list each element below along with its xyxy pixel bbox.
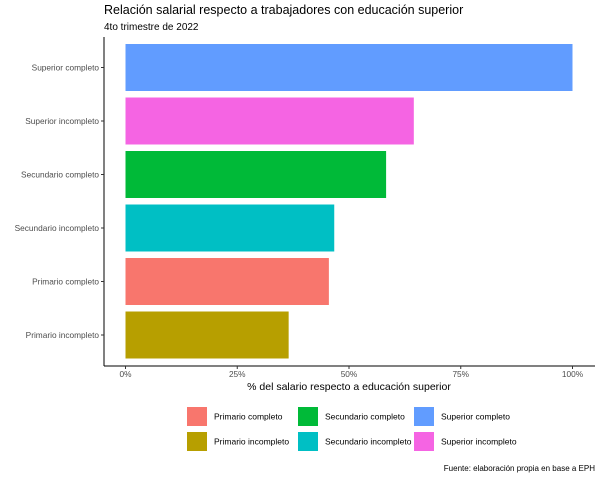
legend-item: Secundario completo — [298, 407, 405, 426]
legend-swatch — [187, 407, 207, 426]
chart-title: Relación salarial respecto a trabajadore… — [104, 3, 463, 17]
category-label: Secundario completo — [21, 170, 99, 180]
x-axis-label: % del salario respecto a educación super… — [247, 381, 451, 393]
x-tick-label: 100% — [562, 369, 584, 379]
legend-swatch — [414, 407, 434, 426]
chart-caption: Fuente: elaboración propia en base a EPH — [444, 464, 595, 473]
legend-item: Secundario incompleto — [298, 432, 412, 451]
x-tick-labels: 0% 25% 50% 75% 100% — [120, 366, 584, 379]
category-label: Primario completo — [32, 277, 99, 287]
category-label: Secundario incompleto — [15, 223, 100, 233]
x-tick-label: 75% — [452, 369, 469, 379]
x-tick-label: 50% — [341, 369, 358, 379]
legend-label: Secundario incompleto — [325, 437, 412, 447]
legend-swatch — [298, 407, 318, 426]
category-label: Primario incompleto — [26, 330, 100, 340]
legend-label: Primario completo — [214, 412, 283, 422]
legend-item: Primario completo — [187, 407, 283, 426]
category-label: Superior completo — [32, 63, 100, 73]
bars — [125, 44, 573, 359]
legend-swatch — [414, 432, 434, 451]
legend-label: Superior incompleto — [441, 437, 517, 447]
legend-label: Secundario completo — [325, 412, 405, 422]
bar-primario-completo — [125, 258, 329, 305]
bar-superior-incompleto — [125, 97, 414, 145]
category-label: Superior incompleto — [25, 116, 99, 126]
legend: Primario completo Primario incompleto Secu… — [187, 407, 517, 451]
legend-label: Primario incompleto — [214, 437, 289, 447]
bar-superior-completo — [125, 44, 573, 91]
bar-secundario-incompleto — [125, 204, 335, 252]
x-tick-label: 25% — [229, 369, 246, 379]
bar-secundario-completo — [125, 151, 387, 198]
legend-item: Superior completo — [414, 407, 510, 426]
bar-primario-incompleto — [125, 311, 289, 359]
legend-swatch — [298, 432, 318, 451]
plot-area: Superior completo Superior incompleto Secu… — [15, 37, 595, 379]
legend-label: Superior completo — [441, 412, 510, 422]
x-tick-label: 0% — [120, 369, 133, 379]
chart-subtitle: 4to trimestre de 2022 — [104, 22, 199, 33]
category-labels: Superior completo Superior incompleto Secu… — [15, 63, 104, 340]
legend-item: Primario incompleto — [187, 432, 289, 451]
legend-item: Superior incompleto — [414, 432, 517, 451]
legend-swatch — [187, 432, 207, 451]
